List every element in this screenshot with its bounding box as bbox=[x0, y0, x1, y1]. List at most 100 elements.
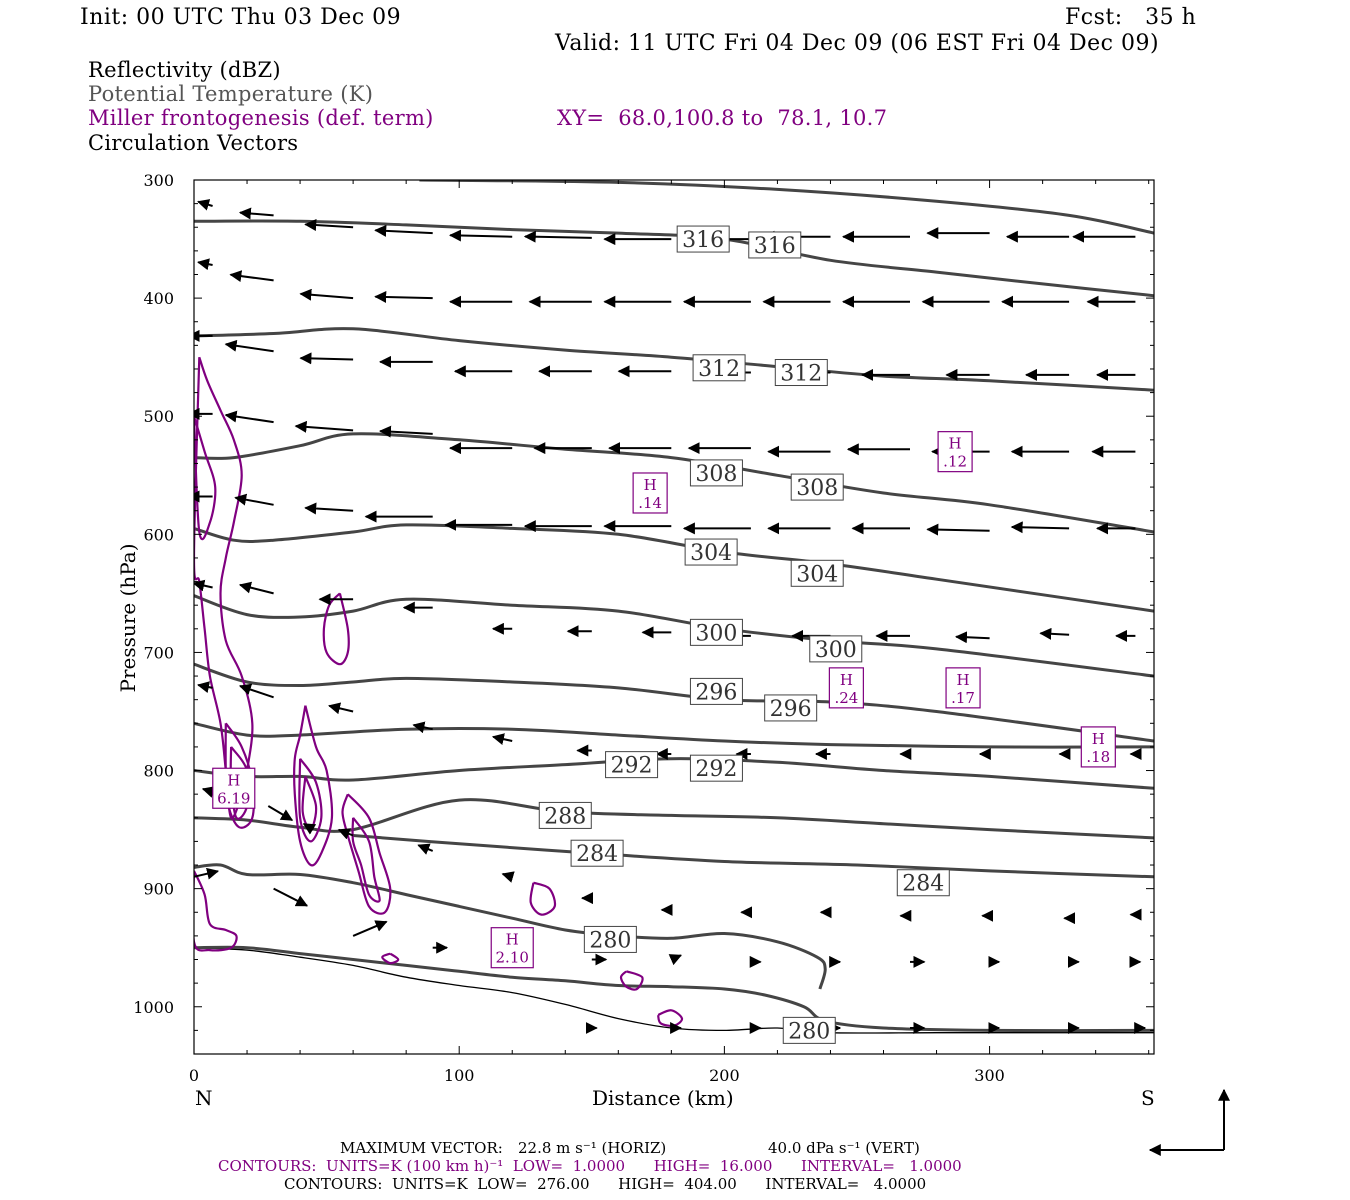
theta-contour-316 bbox=[194, 219, 1154, 298]
frontogenesis-contour bbox=[341, 793, 392, 915]
theta-label: 308 bbox=[695, 462, 737, 487]
theta-label: 284 bbox=[902, 872, 944, 897]
circulation-vector bbox=[501, 871, 515, 883]
theta-label-box bbox=[896, 869, 950, 897]
field-circulation-vectors: Circulation Vectors bbox=[88, 131, 299, 155]
circulation-vector bbox=[412, 721, 433, 734]
circulation-vector bbox=[224, 410, 274, 424]
frontogenesis-contour bbox=[351, 817, 381, 903]
max-vector-horiz: 22.8 m s⁻¹ (HORIZ) bbox=[518, 1139, 667, 1157]
frontogenesis-max-value: .14 bbox=[638, 494, 662, 512]
field-potential-temperature: Potential Temperature (K) bbox=[88, 82, 374, 106]
theta-contour-288 bbox=[194, 798, 1154, 840]
frontogenesis-max-symbol: H bbox=[1092, 730, 1105, 748]
frontogenesis-max-value: .18 bbox=[1086, 748, 1110, 766]
frontogenesis-contour bbox=[301, 776, 318, 831]
circulation-vector bbox=[299, 352, 354, 365]
circulation-vector bbox=[374, 224, 433, 237]
theta-label: 288 bbox=[544, 804, 586, 829]
theta-label-box bbox=[684, 538, 738, 566]
circulation-vector bbox=[238, 683, 274, 699]
cross-section-endpoints: XY= 68.0,100.8 to 78.1, 10.7 bbox=[557, 106, 888, 130]
circulation-vector bbox=[955, 631, 990, 644]
theta-contour-300 bbox=[194, 594, 1154, 678]
frontogenesis-contour bbox=[293, 705, 334, 867]
field-frontogenesis: Miller frontogenesis (def. term) bbox=[88, 106, 434, 130]
theta-label-box bbox=[583, 925, 637, 953]
frontogenesis-max-value: 6.19 bbox=[217, 789, 250, 807]
theta-label-box bbox=[570, 839, 624, 867]
y-axis-title: Pressure (hPa) bbox=[116, 543, 140, 693]
y-tick-label: 1000 bbox=[133, 998, 174, 1017]
circulation-vector bbox=[194, 867, 220, 880]
circulation-vector bbox=[273, 887, 309, 907]
theta-label-box bbox=[689, 459, 743, 487]
theta-label: 280 bbox=[589, 928, 631, 953]
circulation-vector bbox=[302, 823, 317, 835]
init-time: Init: 00 UTC Thu 03 Dec 09 bbox=[80, 5, 402, 30]
circulation-vector bbox=[304, 219, 354, 232]
reference-vector-arrows bbox=[1148, 1088, 1230, 1156]
theta-contour-labels: 280 280 284 284 288 292 292 296 296 300 300 304 304 3… bbox=[538, 225, 950, 1044]
circulation-vector bbox=[194, 579, 213, 592]
theta-contour-284 bbox=[194, 863, 827, 990]
frontogenesis-contours bbox=[194, 356, 684, 1027]
frontogenesis-max-symbol: H bbox=[227, 771, 240, 789]
y-tick-label: 600 bbox=[143, 525, 174, 544]
frontogenesis-contour bbox=[194, 356, 254, 820]
axes: 300 400 500 600 700 800 900 1000 0 100 200 300 bbox=[133, 171, 1154, 1085]
circulation-vector bbox=[379, 425, 433, 438]
circulation-vector bbox=[299, 288, 354, 301]
circulation-vector bbox=[234, 493, 274, 506]
theta-label: 312 bbox=[780, 362, 822, 387]
theta-label-box bbox=[689, 754, 743, 782]
theta-label: 296 bbox=[695, 680, 737, 705]
theta-label-box bbox=[538, 801, 592, 829]
theta-label-box bbox=[692, 354, 746, 382]
frontogenesis-max-symbol: H bbox=[949, 435, 962, 453]
circulation-vector bbox=[294, 420, 354, 433]
frontogenesis-max-symbol: H bbox=[506, 931, 519, 949]
theta-label-box bbox=[676, 225, 730, 253]
frontogenesis-contour bbox=[381, 952, 400, 965]
x-axis-title: Distance (km) bbox=[592, 1086, 734, 1110]
theta-label: 312 bbox=[698, 357, 740, 382]
forecast-hour: Fcst: 35 h bbox=[1065, 5, 1197, 30]
circulation-vector bbox=[328, 702, 354, 715]
theta-label: 292 bbox=[695, 757, 737, 782]
theta-contour-308 bbox=[194, 432, 1154, 534]
frontogenesis-max-box bbox=[1080, 726, 1116, 768]
circulation-vector bbox=[417, 843, 434, 855]
theta-label-box bbox=[790, 559, 844, 587]
x-tick-label: 200 bbox=[709, 1066, 740, 1085]
theta-contour-unlabeled bbox=[419, 180, 1154, 235]
circulation-vector bbox=[197, 681, 213, 694]
frontogenesis-contour bbox=[322, 592, 350, 666]
frontogenesis-contour bbox=[529, 881, 557, 916]
frontogenesis-max-box bbox=[945, 667, 981, 709]
circulation-vector bbox=[304, 502, 354, 515]
theta-label-box bbox=[748, 231, 802, 259]
max-vector-vert: 40.0 dPa s⁻¹ (VERT) bbox=[768, 1139, 920, 1157]
terrain-layer bbox=[194, 947, 1154, 1034]
theta-label: 304 bbox=[690, 541, 732, 566]
plot-frame bbox=[193, 179, 1155, 1055]
y-tick-label: 900 bbox=[143, 880, 174, 899]
circulation-vector bbox=[374, 290, 433, 303]
frontogenesis-contour bbox=[619, 970, 644, 991]
frontogenesis-contour bbox=[194, 870, 238, 952]
circulation-vector bbox=[201, 786, 216, 798]
theta-label-box bbox=[782, 1016, 836, 1044]
theta-contour-304 bbox=[194, 523, 1154, 613]
circulation-vector bbox=[238, 207, 274, 220]
frontogenesis-max-box bbox=[212, 767, 256, 809]
theta-contour-284 bbox=[352, 834, 1154, 879]
x-tick-label: 300 bbox=[974, 1066, 1005, 1085]
theta-label: 304 bbox=[796, 562, 838, 587]
frontogenesis-max-box bbox=[632, 472, 668, 514]
circulation-vector bbox=[238, 581, 274, 595]
frontogenesis-max-value: .24 bbox=[834, 689, 858, 707]
frontogenesis-max-value: 2.10 bbox=[496, 949, 529, 967]
theta-contours bbox=[194, 180, 1154, 1033]
